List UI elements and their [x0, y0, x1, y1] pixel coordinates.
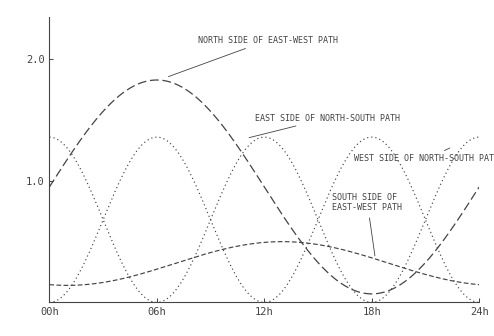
Text: WEST SIDE OF NORTH-SOUTH PATH: WEST SIDE OF NORTH-SOUTH PATH	[354, 148, 494, 164]
Text: SOUTH SIDE OF
EAST-WEST PATH: SOUTH SIDE OF EAST-WEST PATH	[332, 193, 402, 256]
Text: NORTH SIDE OF EAST-WEST PATH: NORTH SIDE OF EAST-WEST PATH	[168, 36, 338, 77]
Text: EAST SIDE OF NORTH-SOUTH PATH: EAST SIDE OF NORTH-SOUTH PATH	[249, 114, 400, 138]
